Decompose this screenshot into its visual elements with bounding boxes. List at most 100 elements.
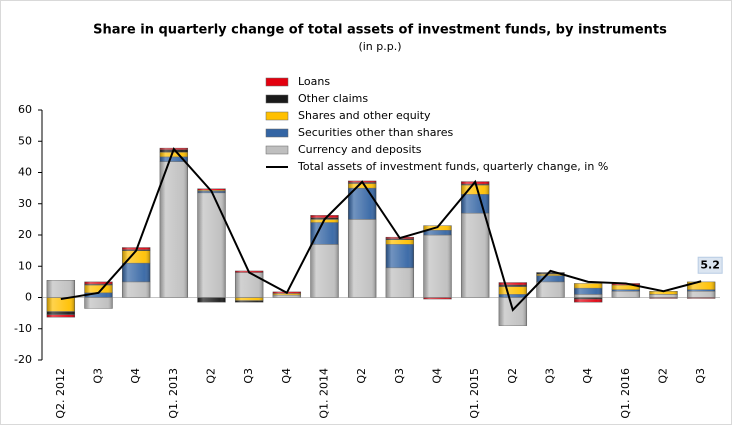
bar-shade	[197, 188, 226, 191]
bar-shade	[461, 185, 490, 195]
x-tick-label: Q2. 2012	[54, 368, 67, 419]
bar-shade	[536, 281, 565, 298]
chart-subtitle: (in p.p.)	[358, 40, 401, 53]
x-tick-label: Q2	[506, 368, 519, 384]
bar-shade	[46, 280, 75, 298]
x-tick-label: Q3	[393, 368, 406, 384]
x-tick-label: Q4	[431, 368, 444, 384]
bar-shade	[84, 281, 113, 285]
bar-shade	[348, 219, 377, 298]
legend-label: Other claims	[298, 92, 368, 105]
y-tick-label: 50	[18, 134, 32, 147]
bar-shade	[687, 289, 716, 292]
bar-shade	[498, 297, 527, 326]
bar-shade	[385, 267, 414, 298]
bar-shade	[498, 294, 527, 298]
bar-shade	[574, 299, 603, 303]
bar-shade	[498, 282, 527, 285]
legend-label: Securities other than shares	[298, 126, 453, 139]
bar-shade	[310, 222, 339, 245]
bar-shade	[310, 244, 339, 298]
bar-shade	[310, 215, 339, 218]
bar-shade	[461, 213, 490, 298]
bar-shade	[348, 183, 377, 189]
bar-shade	[611, 289, 640, 292]
x-tick-label: Q3	[92, 368, 105, 384]
x-tick-label: Q4	[129, 368, 142, 384]
bar-shade	[159, 152, 188, 157]
legend-swatch	[265, 128, 289, 138]
bar-shade	[84, 284, 113, 285]
bar-shade	[461, 194, 490, 214]
legend-label: Currency and deposits	[298, 143, 422, 156]
y-tick-label: 60	[18, 103, 32, 116]
bar-shade	[197, 192, 226, 298]
x-tick-label: Q2	[657, 368, 670, 384]
bar-shade	[385, 244, 414, 268]
x-tick-label: Q2	[205, 368, 218, 384]
x-tick-label: Q1. 2013	[167, 368, 180, 419]
bar-shade	[423, 230, 452, 235]
bar-shade	[649, 294, 678, 298]
bar-shade	[272, 295, 301, 298]
bar-shade	[687, 291, 716, 298]
y-tick-label: -10	[14, 322, 32, 335]
y-tick-label: 30	[18, 197, 32, 210]
bar-shade	[84, 292, 113, 298]
x-tick-label: Q4	[581, 368, 594, 384]
bar-shade	[159, 161, 188, 298]
bar-shade	[574, 283, 603, 289]
bar-shade	[423, 297, 452, 300]
y-tick-label: -20	[14, 353, 32, 366]
x-tick-label: Q1. 2014	[318, 368, 331, 419]
bar-shade	[423, 235, 452, 298]
bar-shade	[197, 297, 226, 303]
bar-shade	[611, 285, 640, 290]
bar-shade	[235, 300, 264, 303]
legend-swatch	[265, 145, 289, 155]
x-tick-label: Q4	[280, 368, 293, 384]
bar-shade	[649, 297, 678, 299]
bar-shade	[235, 297, 264, 301]
y-tick-label: 40	[18, 166, 32, 179]
bar-shade	[84, 297, 113, 309]
bar-shade	[536, 272, 565, 275]
x-tick-label: Q1. 2015	[468, 368, 481, 419]
value-label-box	[697, 256, 723, 274]
chart-title: Share in quarterly change of total asset…	[93, 23, 667, 38]
bar-shade	[348, 188, 377, 220]
bar-shade	[687, 281, 716, 290]
bar-shade	[649, 291, 678, 295]
y-tick-label: 0	[25, 291, 32, 304]
bar-shade	[498, 286, 527, 295]
bar-shade	[574, 294, 603, 298]
legend-label: Total assets of investment funds, quarte…	[297, 160, 608, 173]
bar-shade	[385, 239, 414, 245]
bar-shade	[159, 156, 188, 162]
x-tick-label: Q3	[694, 368, 707, 384]
legend-label: Loans	[298, 75, 330, 88]
bar-shade	[498, 285, 527, 287]
bar-shade	[611, 291, 640, 298]
bar-shade	[536, 274, 565, 276]
x-tick-label: Q3	[544, 368, 557, 384]
x-tick-label: Q1. 2016	[619, 368, 632, 419]
bar-shade	[122, 263, 151, 282]
legend-label: Shares and other equity	[298, 109, 431, 122]
y-tick-label: 10	[18, 259, 32, 272]
bar-shade	[574, 288, 603, 295]
bar-shade	[687, 297, 716, 299]
bar-shade	[84, 285, 113, 293]
bar-shade	[46, 314, 75, 318]
bar-shade	[574, 297, 603, 300]
bar-shade	[122, 250, 151, 264]
bar-shade	[122, 281, 151, 298]
legend-swatch	[265, 94, 289, 104]
bar-shade	[46, 311, 75, 315]
legend-swatch	[265, 111, 289, 121]
y-tick-label: 20	[18, 228, 32, 241]
bar-shade	[235, 272, 264, 298]
bar-shade	[385, 238, 414, 240]
